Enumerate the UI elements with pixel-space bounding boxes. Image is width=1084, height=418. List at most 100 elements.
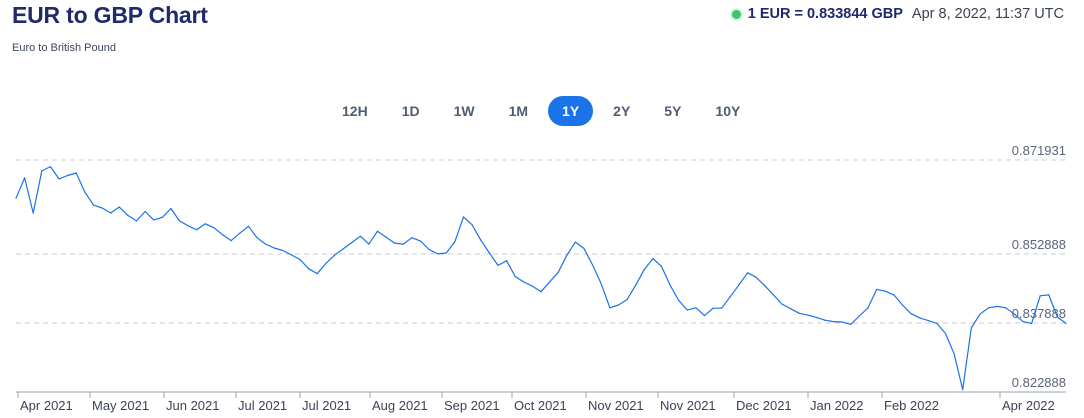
data-point bbox=[84, 191, 86, 193]
data-point bbox=[703, 315, 706, 317]
data-point bbox=[996, 305, 998, 307]
data-point bbox=[1005, 307, 1007, 309]
data-point bbox=[557, 271, 559, 273]
data-point bbox=[798, 312, 800, 314]
x-tick-label: Dec 2021 bbox=[736, 398, 792, 413]
x-tick-label: May 2021 bbox=[92, 398, 149, 413]
data-point bbox=[351, 242, 353, 244]
data-point bbox=[196, 229, 198, 231]
x-tick-label: Jul 2021 bbox=[238, 398, 287, 413]
data-point bbox=[617, 304, 620, 306]
data-point bbox=[101, 207, 103, 209]
data-point bbox=[970, 327, 972, 329]
tab-1w[interactable]: 1W bbox=[453, 103, 475, 119]
data-point bbox=[368, 243, 370, 245]
data-point bbox=[15, 197, 17, 199]
data-point bbox=[927, 320, 929, 322]
x-tick-label: Feb 2022 bbox=[884, 398, 939, 413]
data-point bbox=[1031, 322, 1033, 324]
data-point bbox=[626, 298, 628, 301]
live-status-icon bbox=[731, 9, 741, 19]
tab-1y[interactable]: 1Y bbox=[548, 96, 594, 126]
tab-5y[interactable]: 5Y bbox=[664, 103, 682, 119]
y-tick-label: 0.852888 bbox=[1012, 237, 1066, 252]
data-point bbox=[1022, 321, 1024, 323]
data-point bbox=[488, 252, 490, 254]
data-point bbox=[635, 284, 637, 286]
range-tabs: 12H 1D 1W 1M 1Y 2Y 5Y 10Y bbox=[328, 96, 760, 126]
data-point bbox=[170, 207, 172, 210]
data-point bbox=[790, 308, 792, 310]
data-point bbox=[204, 223, 206, 225]
data-point bbox=[962, 389, 964, 391]
data-point bbox=[893, 294, 895, 296]
data-point bbox=[497, 264, 499, 266]
data-point bbox=[92, 204, 95, 206]
data-point bbox=[437, 253, 439, 255]
data-point bbox=[118, 206, 120, 208]
data-point bbox=[583, 247, 585, 250]
page-title: EUR to GBP Chart bbox=[12, 2, 208, 28]
rate-value: 1 EUR = 0.833844 GBP bbox=[747, 6, 903, 22]
data-point bbox=[574, 241, 577, 243]
data-point bbox=[987, 307, 990, 309]
tab-12h[interactable]: 12H bbox=[342, 103, 368, 119]
data-point bbox=[643, 269, 645, 271]
data-point bbox=[531, 285, 534, 287]
tab-1d[interactable]: 1D bbox=[401, 103, 420, 119]
data-point bbox=[600, 283, 602, 285]
x-tick-label: Jun 2021 bbox=[166, 398, 220, 413]
data-point bbox=[566, 254, 568, 256]
data-point bbox=[299, 258, 301, 261]
data-point bbox=[376, 230, 379, 232]
tab-1m[interactable]: 1M bbox=[508, 103, 529, 119]
data-point bbox=[239, 232, 241, 234]
data-point bbox=[833, 321, 835, 323]
data-point bbox=[858, 315, 861, 317]
data-point bbox=[273, 247, 275, 249]
data-point bbox=[721, 307, 723, 309]
data-point bbox=[480, 239, 482, 241]
data-point bbox=[523, 281, 525, 283]
current-rate: 1 EUR = 0.833844 GBP Apr 8, 2022, 11:37 … bbox=[731, 6, 1064, 22]
data-point bbox=[385, 236, 387, 238]
data-point bbox=[110, 212, 112, 214]
tab-2y[interactable]: 2Y bbox=[613, 103, 631, 119]
data-point bbox=[944, 332, 947, 335]
data-point bbox=[660, 265, 663, 267]
data-point bbox=[755, 276, 757, 278]
data-point bbox=[514, 275, 516, 278]
x-tick-label: Nov 2021 bbox=[660, 398, 716, 413]
data-point bbox=[359, 235, 361, 237]
data-point bbox=[953, 353, 955, 355]
data-point bbox=[419, 240, 422, 242]
data-point bbox=[592, 264, 594, 266]
data-point bbox=[411, 237, 413, 239]
page-subtitle: Euro to British Pound bbox=[12, 42, 116, 54]
data-point bbox=[49, 166, 52, 168]
data-point bbox=[1039, 295, 1041, 297]
data-point bbox=[841, 321, 843, 323]
x-tick-label: Sep 2021 bbox=[444, 398, 500, 413]
data-point bbox=[342, 248, 344, 250]
data-point bbox=[75, 172, 77, 174]
data-point bbox=[815, 316, 818, 318]
tab-10y[interactable]: 10Y bbox=[715, 103, 741, 119]
data-point bbox=[919, 317, 921, 319]
data-point bbox=[187, 225, 189, 227]
data-point bbox=[41, 170, 43, 172]
y-tick-label: 0.822888 bbox=[1012, 375, 1066, 390]
data-point bbox=[979, 313, 981, 315]
data-point bbox=[256, 237, 258, 239]
x-tick-label: Apr 2021 bbox=[20, 398, 73, 413]
data-point bbox=[153, 219, 155, 221]
data-point bbox=[135, 220, 138, 222]
data-point bbox=[333, 254, 335, 256]
data-point bbox=[549, 281, 551, 283]
data-point bbox=[127, 214, 129, 216]
x-tick-label: Nov 2021 bbox=[588, 398, 644, 413]
data-point bbox=[222, 234, 224, 236]
data-point bbox=[1065, 322, 1067, 324]
data-point bbox=[807, 314, 809, 316]
